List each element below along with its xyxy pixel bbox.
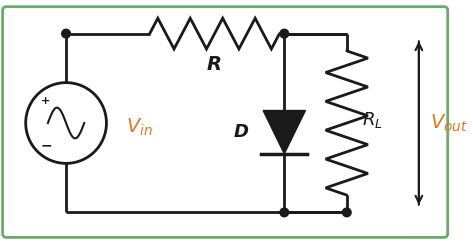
Polygon shape bbox=[263, 110, 306, 154]
Text: D: D bbox=[234, 123, 249, 141]
Circle shape bbox=[26, 83, 106, 163]
FancyBboxPatch shape bbox=[3, 7, 448, 237]
Text: $V_{out}$: $V_{out}$ bbox=[430, 112, 469, 134]
Text: R: R bbox=[207, 55, 222, 74]
Text: $R_L$: $R_L$ bbox=[362, 110, 383, 130]
Circle shape bbox=[62, 29, 70, 38]
Circle shape bbox=[342, 208, 351, 217]
Text: $V_{in}$: $V_{in}$ bbox=[126, 117, 152, 138]
Circle shape bbox=[280, 208, 289, 217]
Text: −: − bbox=[40, 138, 52, 152]
Text: +: + bbox=[41, 96, 51, 106]
Circle shape bbox=[280, 29, 289, 38]
